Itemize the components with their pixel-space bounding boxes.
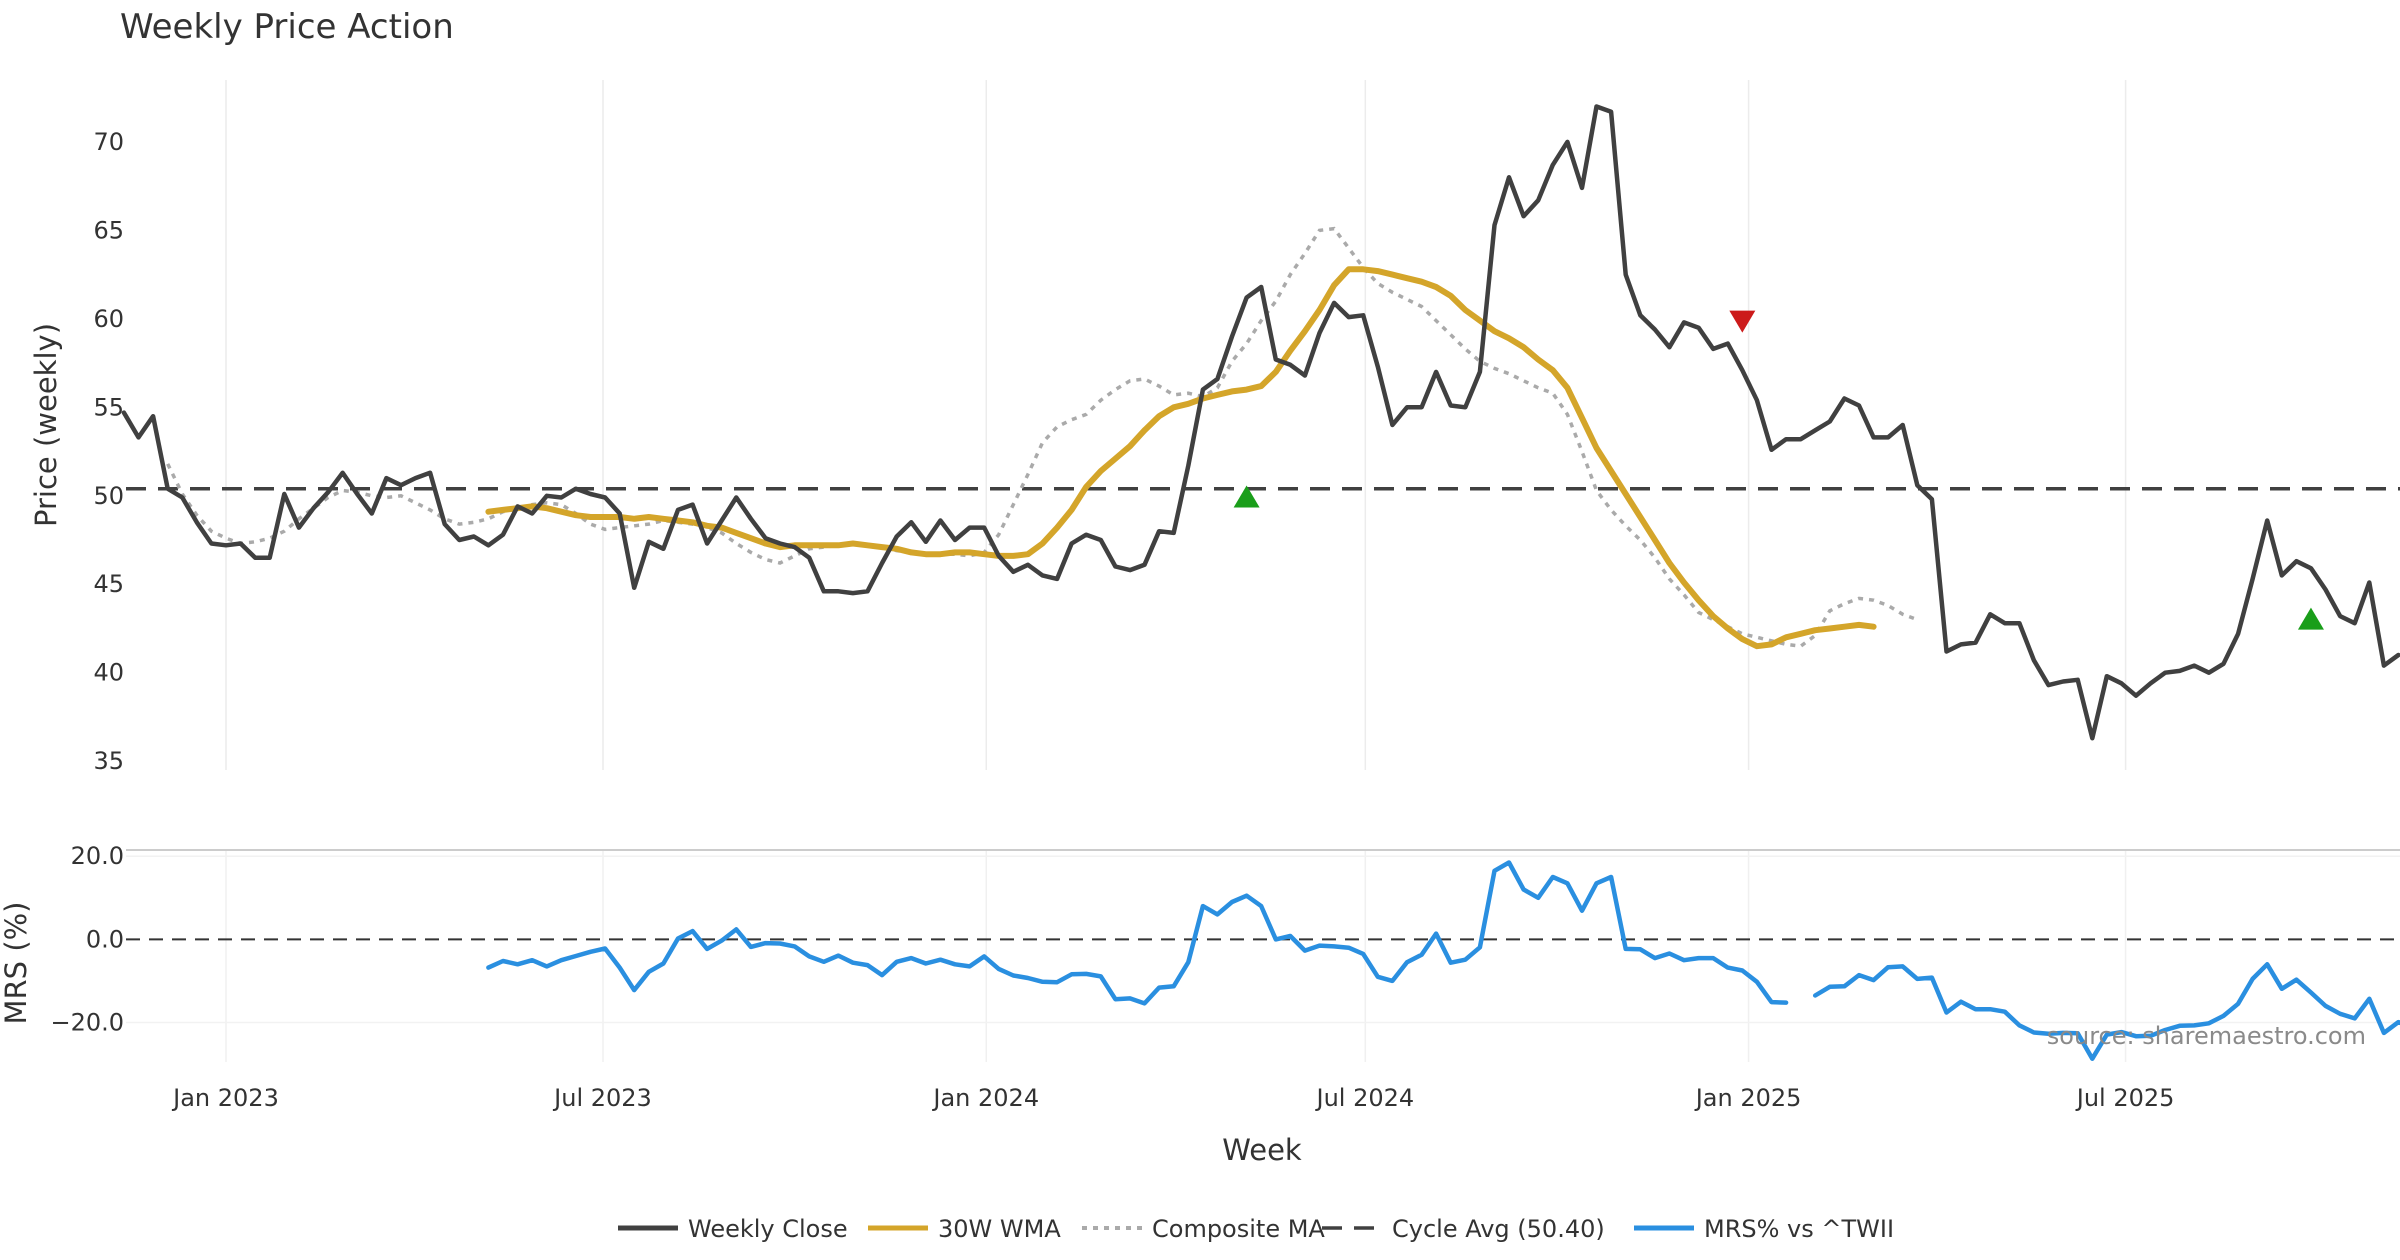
- mrs-panel: 20.0 0.0 −20.0: [50, 842, 2400, 1062]
- sell-signal-marker: [1729, 310, 1756, 333]
- x-tick-label: Jan 2023: [171, 1084, 279, 1112]
- legend-label: 30W WMA: [938, 1215, 1061, 1243]
- composite-ma-line: [166, 226, 1918, 649]
- price-y-tick-label: 50: [93, 482, 124, 510]
- price-y-ticks: 35 40 45 50 55 60 65 70: [93, 128, 124, 775]
- legend: Weekly Close 30W WMA Composite MA Cycle Avg…: [618, 1215, 1894, 1243]
- price-y-tick-label: 60: [93, 305, 124, 333]
- legend-label: Cycle Avg (50.40): [1392, 1215, 1605, 1243]
- weekly-close-line: [121, 104, 2400, 741]
- signal-markers: [1233, 310, 2324, 630]
- legend-label: Composite MA: [1152, 1215, 1325, 1243]
- x-tick-label: Jul 2024: [1314, 1084, 1414, 1112]
- legend-label: MRS% vs ^TWII: [1704, 1215, 1894, 1243]
- x-axis-label: Week: [1222, 1133, 1302, 1167]
- price-y-tick-label: 55: [93, 393, 124, 421]
- wma-30w-line: [485, 266, 1877, 650]
- chart-title: Weekly Price Action: [120, 7, 454, 47]
- price-y-tick-label: 45: [93, 570, 124, 598]
- x-tick-label: Jul 2023: [552, 1084, 652, 1112]
- mrs-line: [486, 860, 2400, 1061]
- mrs-y-tick-label: 0.0: [86, 925, 124, 953]
- price-y-tick-label: 65: [93, 216, 124, 244]
- price-y-axis-label: Price (weekly): [29, 323, 63, 527]
- x-tick-label: Jan 2025: [1694, 1084, 1802, 1112]
- legend-label: Weekly Close: [688, 1215, 848, 1243]
- mrs-y-ticks: 20.0 0.0 −20.0: [50, 842, 124, 1036]
- mrs-y-axis-label: MRS (%): [0, 902, 33, 1025]
- price-gridlines: [225, 80, 2127, 770]
- buy-signal-marker: [1233, 485, 1260, 508]
- source-note: source: sharemaestro.com: [2047, 1022, 2366, 1050]
- price-y-tick-label: 40: [93, 659, 124, 687]
- mrs-y-tick-label: −20.0: [50, 1009, 124, 1037]
- price-series-group: [121, 104, 2400, 741]
- price-y-tick-label: 35: [93, 747, 124, 775]
- buy-signal-marker: [2297, 607, 2324, 630]
- x-tick-label: Jan 2024: [931, 1084, 1039, 1112]
- price-panel: 35 40 45 50 55 60 65 70: [93, 80, 2400, 775]
- x-tick-label: Jul 2025: [2075, 1084, 2175, 1112]
- mrs-y-tick-label: 20.0: [71, 842, 124, 870]
- mrs-series-group: [486, 860, 2400, 1061]
- x-ticks: Jan 2023 Jul 2023 Jan 2024 Jul 2024 Jan 2025…: [171, 1084, 2174, 1112]
- price-y-tick-label: 70: [93, 128, 124, 156]
